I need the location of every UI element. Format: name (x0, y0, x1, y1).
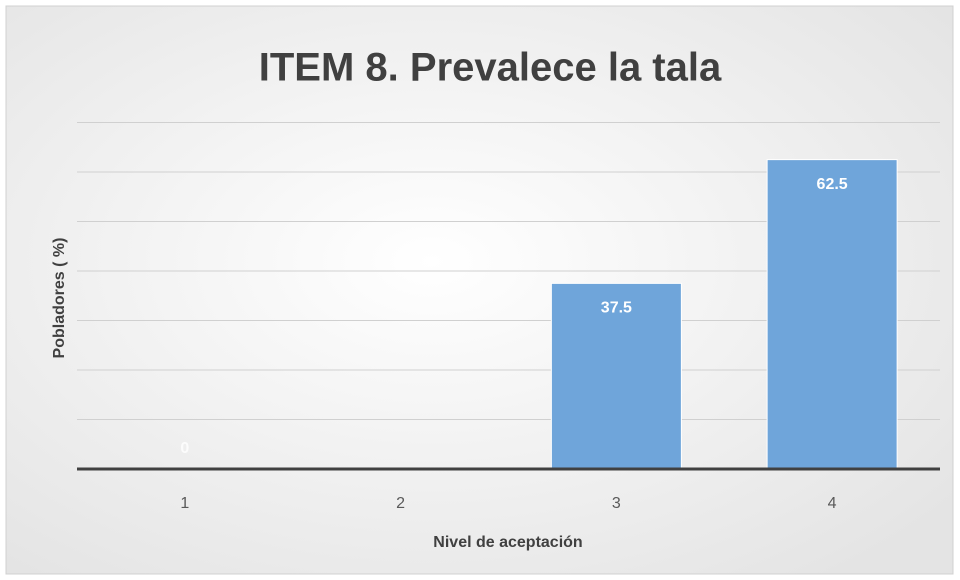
x-tick-label: 2 (396, 495, 405, 512)
y-axis-label: Pobladores ( %) (51, 238, 68, 359)
data-label: 62.5 (817, 176, 848, 193)
chart-title: ITEM 8. Prevalece la tala (259, 46, 722, 90)
bar (766, 159, 898, 470)
x-tick-label: 4 (828, 495, 837, 512)
x-axis-label: Nivel de aceptación (433, 534, 582, 551)
data-label: 0 (180, 440, 189, 457)
data-label: 37.5 (601, 300, 632, 317)
x-tick-label: 3 (612, 495, 621, 512)
x-tick-label: 1 (180, 495, 189, 512)
bar (550, 282, 682, 470)
